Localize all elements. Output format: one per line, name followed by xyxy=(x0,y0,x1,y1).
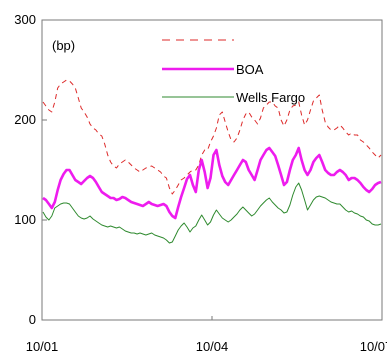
x-axis: 10/01 10/04 10/07 xyxy=(26,316,387,354)
y-axis: 0 100 200 300 xyxy=(14,12,47,327)
x-tick-label: 10/07 xyxy=(360,339,387,354)
series-layer xyxy=(42,79,382,244)
legend-label: Wells Fargo xyxy=(236,90,305,105)
series-line-1 xyxy=(42,79,382,195)
series-line-2 xyxy=(42,146,382,220)
unit-label: (bp) xyxy=(52,38,75,53)
x-tick-label: 10/04 xyxy=(196,339,229,354)
legend-label: BOA xyxy=(236,62,264,77)
y-tick-label: 100 xyxy=(14,212,36,227)
series-line-3 xyxy=(42,182,382,244)
y-tick-label: 300 xyxy=(14,12,36,27)
y-tick-label: 0 xyxy=(29,312,36,327)
y-tick-label: 200 xyxy=(14,112,36,127)
legend: BOA Wells Fargo xyxy=(162,39,305,105)
x-tick-label: 10/01 xyxy=(26,339,59,354)
